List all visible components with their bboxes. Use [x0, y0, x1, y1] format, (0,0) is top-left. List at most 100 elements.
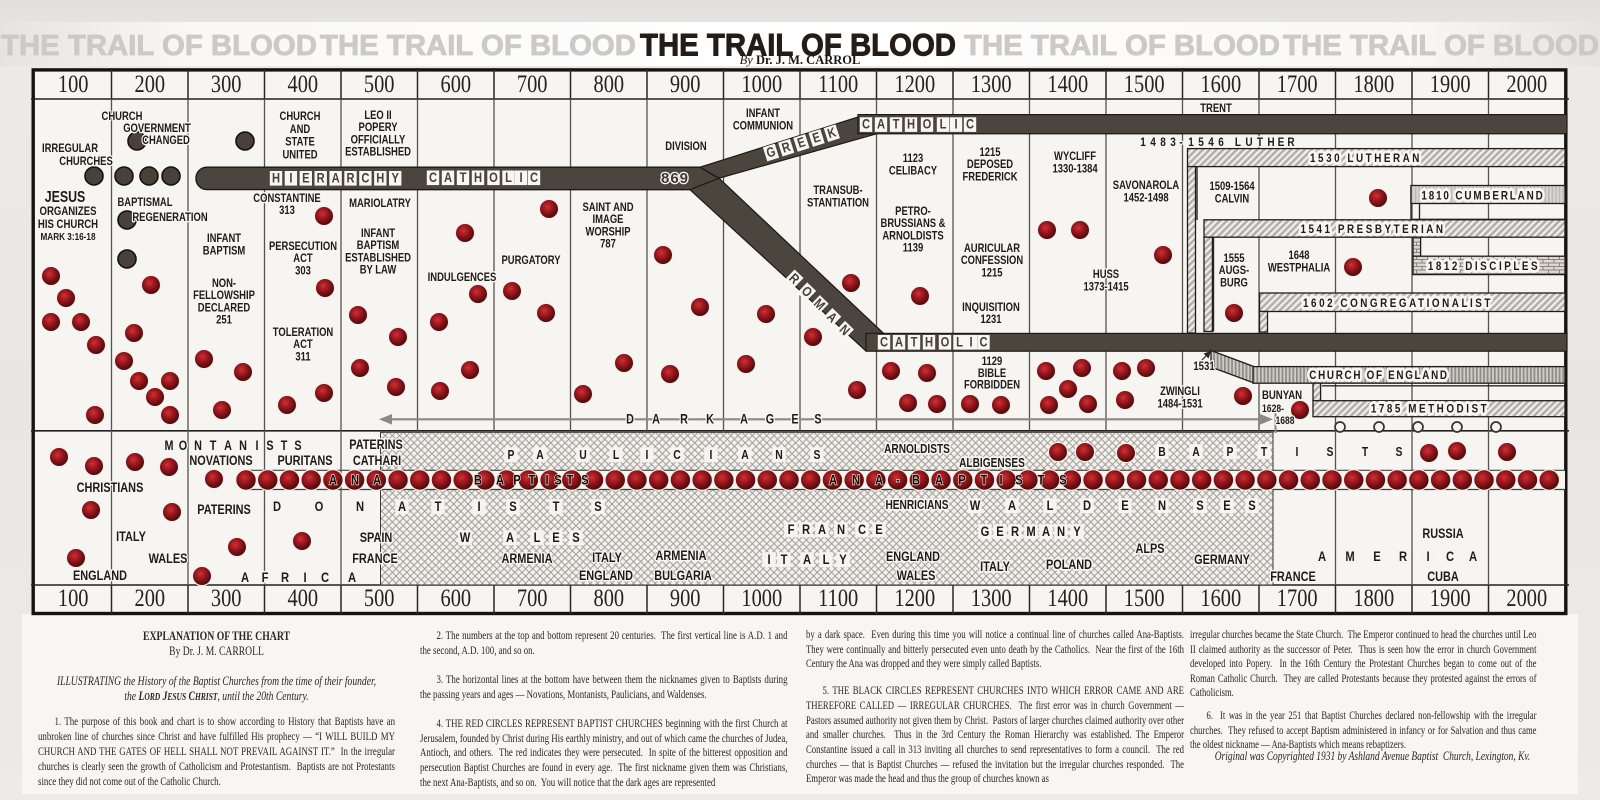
svg-text:200: 200 [135, 583, 166, 612]
svg-text:THE TRAIL OF BLOOD: THE TRAIL OF BLOOD [320, 30, 636, 62]
svg-text:WORSHIP: WORSHIP [585, 225, 630, 238]
svg-text:1812 DISCIPLES: 1812 DISCIPLES [1428, 260, 1540, 273]
svg-text:FRANCE: FRANCE [1270, 569, 1315, 585]
svg-text:1531: 1531 [1193, 360, 1214, 373]
svg-text:E: E [552, 530, 559, 545]
svg-text:M: M [1345, 549, 1354, 564]
svg-text:W: W [460, 530, 471, 545]
svg-text:S: S [814, 411, 821, 426]
svg-text:C: C [429, 170, 437, 185]
svg-text:T: T [781, 552, 788, 567]
svg-text:T: T [911, 334, 918, 349]
svg-text:E: E [1373, 549, 1380, 564]
svg-text:800: 800 [594, 583, 625, 612]
svg-text:O: O [923, 117, 932, 132]
svg-text:O: O [941, 334, 950, 349]
svg-text:700: 700 [517, 583, 548, 612]
svg-text:R: R [680, 411, 688, 426]
svg-text:MARIOLATRY: MARIOLATRY [349, 197, 411, 210]
svg-text:N: N [351, 472, 359, 487]
svg-text:1300: 1300 [971, 69, 1012, 98]
svg-text:PATERINS: PATERINS [197, 502, 251, 518]
svg-text:I: I [954, 117, 957, 132]
svg-text:800: 800 [594, 69, 625, 98]
svg-text:C: C [361, 170, 369, 185]
svg-text:1785 METHODIST: 1785 METHODIST [1371, 403, 1489, 416]
svg-text:NON-: NON- [212, 277, 236, 290]
svg-text:N: N [1057, 524, 1065, 539]
svg-text:E: E [302, 170, 309, 185]
svg-text:R: R [802, 522, 810, 537]
svg-text:SAVONAROLA: SAVONAROLA [1113, 179, 1180, 192]
svg-text:1900: 1900 [1430, 69, 1471, 98]
svg-text:R: R [281, 570, 289, 585]
svg-text:-: - [1179, 136, 1183, 149]
svg-text:1000: 1000 [741, 583, 782, 612]
svg-text:C: C [321, 570, 329, 585]
svg-text:2000: 2000 [1506, 583, 1547, 612]
svg-text:I: I [519, 170, 522, 185]
svg-text:ENGLAND: ENGLAND [579, 568, 633, 584]
svg-text:E: E [811, 129, 823, 146]
svg-text:By Dr. J. M. CARROL: By Dr. J. M. CARROL [740, 53, 861, 67]
svg-text:M: M [1026, 524, 1035, 539]
svg-text:A: A [241, 570, 249, 585]
svg-text:1509-1564: 1509-1564 [1209, 180, 1254, 193]
svg-text:TRENT: TRENT [1200, 102, 1232, 115]
svg-text:E: E [795, 134, 807, 151]
svg-text:I: I [646, 448, 649, 462]
svg-text:CHURCHES: CHURCHES [59, 155, 112, 168]
svg-text:787: 787 [600, 238, 616, 251]
svg-text:S: S [572, 530, 579, 545]
svg-text:L: L [613, 448, 619, 462]
svg-text:I: I [477, 499, 480, 514]
svg-text:251: 251 [216, 314, 232, 327]
svg-text:THE TRAIL OF BLOOD: THE TRAIL OF BLOOD [640, 27, 956, 63]
svg-text:1373-1415: 1373-1415 [1083, 281, 1128, 294]
svg-text:A: A [1192, 445, 1200, 459]
svg-text:PURGATORY: PURGATORY [501, 254, 561, 267]
svg-text:1400: 1400 [1047, 69, 1088, 98]
svg-text:N: N [775, 448, 783, 462]
svg-text:DEPOSED: DEPOSED [967, 158, 1013, 171]
svg-text:A: A [652, 411, 660, 426]
svg-text:CUBA: CUBA [1427, 569, 1459, 585]
svg-text:CELIBACY: CELIBACY [889, 164, 938, 177]
svg-text:T: T [1257, 136, 1263, 149]
svg-text:4: 4 [1208, 136, 1214, 149]
svg-text:HENRICIANS: HENRICIANS [885, 498, 948, 512]
svg-text:1231: 1231 [981, 313, 1002, 326]
svg-text:Y: Y [1073, 524, 1081, 539]
svg-text:L: L [1235, 136, 1241, 149]
svg-text:6: 6 [1218, 136, 1224, 149]
svg-text:A: A [818, 522, 826, 537]
svg-text:400: 400 [288, 69, 319, 98]
svg-text:C: C [880, 334, 888, 349]
svg-text:S: S [1015, 472, 1022, 487]
svg-text:ENGLAND: ENGLAND [886, 549, 940, 565]
svg-text:1600: 1600 [1200, 583, 1241, 612]
svg-text:1100: 1100 [818, 583, 858, 612]
svg-text:A: A [935, 472, 943, 487]
svg-text:O: O [179, 438, 187, 453]
svg-text:1215: 1215 [982, 266, 1003, 279]
svg-text:1200: 1200 [894, 583, 935, 612]
svg-text:R: R [1399, 549, 1407, 564]
svg-text:I: I [767, 552, 770, 567]
svg-text:THE TRAIL OF BLOOD: THE TRAIL OF BLOOD [1, 30, 317, 62]
svg-text:IMAGE: IMAGE [593, 213, 624, 226]
svg-text:CATHARI: CATHARI [353, 453, 401, 469]
svg-text:A: A [444, 170, 452, 185]
svg-text:O: O [489, 170, 498, 185]
svg-text:BAPTISM: BAPTISM [203, 245, 245, 258]
svg-text:1: 1 [1140, 136, 1146, 149]
svg-text:MARK 3:16-18: MARK 3:16-18 [40, 230, 95, 242]
svg-text:R: R [346, 170, 354, 185]
svg-text:I: I [289, 170, 292, 185]
svg-text:E: E [996, 524, 1003, 539]
svg-text:500: 500 [364, 69, 395, 98]
svg-text:GERMANY: GERMANY [1194, 552, 1250, 568]
svg-text:T: T [567, 472, 574, 487]
svg-text:A: A [329, 472, 337, 487]
svg-text:O: O [315, 499, 324, 514]
